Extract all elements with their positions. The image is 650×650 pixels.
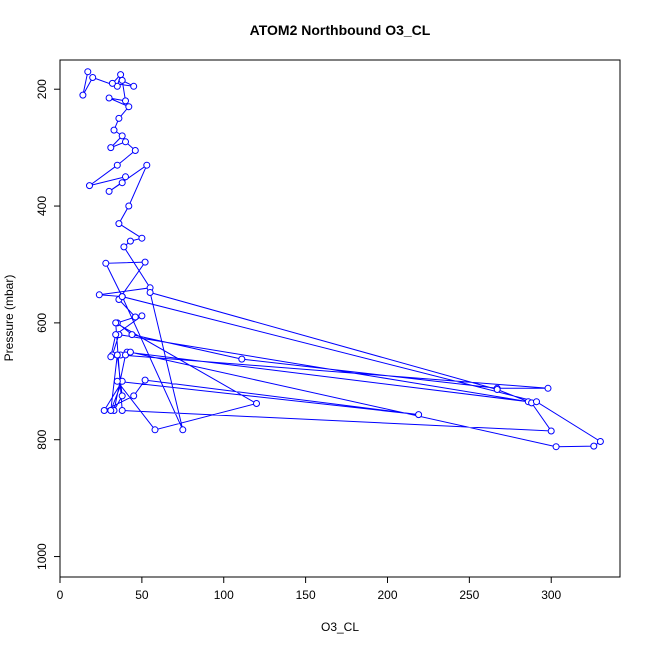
data-point: [533, 398, 540, 406]
data-point: [84, 68, 92, 76]
data-point: [112, 331, 120, 339]
data-point: [100, 407, 108, 414]
data-point: [118, 392, 126, 400]
x-tick-label: 200: [377, 588, 397, 602]
data-point: [113, 351, 121, 359]
data-point: [108, 79, 116, 87]
data-point: [110, 126, 118, 134]
data-point: [544, 384, 552, 392]
data-point: [122, 138, 129, 146]
data-point: [117, 71, 125, 79]
y-tick-label: 200: [35, 79, 49, 99]
y-axis: 200 400 600 800 1000: [35, 79, 60, 570]
data-point: [79, 91, 87, 99]
data-point: [552, 443, 560, 451]
data-point: [113, 161, 121, 169]
data-point: [118, 407, 126, 414]
data-point: [118, 76, 126, 84]
x-tick-label: 300: [541, 588, 561, 602]
data-point: [120, 243, 128, 251]
data-point: [126, 348, 134, 356]
data-point: [107, 407, 115, 414]
plot-frame: [59, 59, 621, 578]
data-point: [112, 319, 120, 327]
data-point: [107, 144, 115, 152]
x-tick-label: 50: [135, 588, 149, 602]
data-point: [105, 187, 113, 195]
x-tick-label: 100: [214, 588, 234, 602]
data-point: [138, 312, 146, 320]
x-axis-label: O3_CL: [321, 620, 359, 634]
data-point: [596, 438, 604, 445]
y-tick-label: 400: [35, 196, 49, 216]
data-point: [151, 426, 159, 434]
data-point: [95, 291, 103, 299]
data-point: [122, 173, 129, 181]
data-point: [105, 94, 113, 102]
series-layer: [79, 68, 604, 451]
data-point: [130, 82, 138, 90]
data-point: [115, 114, 123, 122]
data-point: [141, 258, 149, 266]
data-point: [131, 313, 139, 321]
data-point: [493, 386, 501, 393]
data-point: [107, 353, 115, 361]
data-point: [122, 97, 129, 105]
x-tick-label: 250: [459, 588, 479, 602]
data-point: [113, 377, 121, 385]
data-point: [143, 161, 151, 169]
data-point: [125, 103, 133, 111]
data-point: [118, 132, 126, 140]
y-tick-label: 1000: [35, 543, 49, 570]
x-tick-label: 150: [296, 588, 316, 602]
data-point: [89, 74, 97, 81]
data-point: [253, 400, 260, 407]
data-point: [415, 411, 423, 419]
data-point: [547, 427, 555, 435]
data-point: [115, 220, 123, 228]
y-tick-label: 600: [35, 313, 49, 333]
data-point: [128, 331, 136, 339]
x-tick-label: 0: [57, 588, 64, 602]
data-point: [125, 202, 133, 210]
data-point: [141, 376, 149, 384]
data-point: [86, 182, 93, 190]
x-axis: 0 50 100 150 200 250 300: [57, 577, 562, 602]
data-point: [131, 147, 139, 154]
data-point: [179, 426, 187, 434]
data-point: [126, 237, 134, 245]
data-point: [590, 442, 598, 450]
data-point: [146, 289, 154, 296]
y-tick-label: 800: [35, 429, 49, 449]
y-axis-label: Pressure (mbar): [2, 275, 16, 362]
data-point: [102, 259, 110, 267]
chart-title: ATOM2 Northbound O3_CL: [250, 22, 431, 38]
data-point: [118, 293, 126, 301]
data-point: [238, 355, 246, 363]
data-point: [130, 392, 138, 400]
data-point: [118, 179, 126, 187]
data-point: [138, 234, 146, 242]
